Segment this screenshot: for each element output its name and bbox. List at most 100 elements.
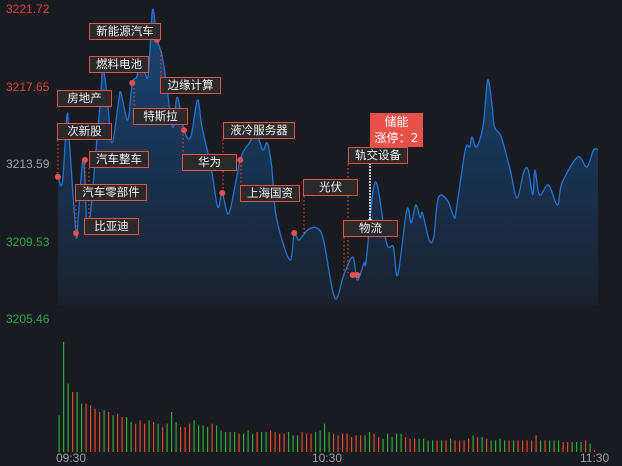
volume-bar — [477, 437, 479, 452]
annotation-tag[interactable]: 新能源汽车 — [89, 23, 161, 40]
volume-bar — [81, 403, 83, 452]
volume-bar — [373, 433, 375, 452]
volume-bar — [130, 422, 132, 452]
volume-bar — [189, 423, 191, 452]
volume-bar — [184, 427, 186, 452]
annotation-tag[interactable]: 华为 — [182, 154, 237, 171]
volume-bar — [441, 440, 443, 452]
annotation-tag[interactable]: 燃料电池 — [89, 56, 149, 73]
volume-bar — [243, 433, 245, 452]
volume-bar — [216, 425, 218, 452]
volume-bar — [418, 438, 420, 452]
volume-bar — [315, 432, 317, 452]
volume-bar — [67, 383, 69, 452]
annotation-point[interactable] — [181, 127, 187, 134]
annotation-point[interactable] — [291, 229, 298, 236]
volume-bar — [432, 440, 434, 452]
volume-bar — [459, 440, 461, 452]
annotation-tag[interactable]: 轨交设备 — [348, 147, 408, 164]
volume-bar — [301, 432, 303, 452]
volume-bar — [463, 440, 465, 452]
volume-bar — [382, 438, 384, 452]
annotation-point[interactable] — [129, 80, 136, 87]
volume-bar — [121, 417, 123, 452]
volume-bar — [157, 423, 159, 452]
annotation-point[interactable] — [55, 173, 61, 180]
annotation-point[interactable] — [73, 229, 79, 236]
highlight-annotation[interactable]: 储能 涨停：2 — [370, 113, 423, 147]
volume-bar — [162, 427, 164, 452]
volume-bar — [346, 433, 348, 452]
volume-bar — [508, 440, 510, 452]
annotation-point[interactable] — [237, 156, 244, 163]
annotation-tag[interactable]: 汽车零部件 — [75, 184, 147, 201]
volume-bar — [279, 433, 281, 452]
annotation-tag[interactable]: 边缘计算 — [160, 77, 221, 94]
volume-bar — [171, 412, 173, 452]
volume-bar — [274, 432, 276, 452]
y-tick-label: 3217.65 — [6, 80, 50, 94]
volume-bar — [319, 430, 321, 452]
annotation-tag[interactable]: 次新股 — [57, 123, 112, 140]
highlight-label: 储能 — [384, 115, 409, 129]
volume-bar — [247, 430, 249, 452]
volume-bar — [211, 423, 213, 452]
volume-bar — [99, 412, 101, 452]
volume-bar — [589, 443, 591, 452]
annotation-tag[interactable]: 汽车整车 — [89, 151, 149, 168]
volume-bar — [103, 410, 105, 452]
volume-bar — [225, 432, 227, 452]
volume-bar — [180, 427, 182, 452]
volume-bar — [139, 420, 141, 452]
volume-bar — [409, 438, 411, 452]
volume-bar — [117, 413, 119, 452]
annotation-point[interactable] — [354, 272, 361, 279]
volume-bar — [594, 450, 596, 452]
annotation-tag[interactable]: 上海国资 — [240, 185, 300, 202]
volume-bar — [324, 423, 326, 452]
volume-bar — [414, 438, 416, 452]
price-area — [58, 9, 598, 305]
volume-bar — [166, 423, 168, 452]
volume-bar — [495, 440, 497, 452]
volume-bar — [297, 435, 299, 452]
volume-bar — [112, 415, 114, 452]
volume-bar — [400, 433, 402, 452]
annotation-point[interactable] — [82, 156, 88, 163]
x-tick-label: 11:30 — [580, 451, 610, 465]
volume-bar — [72, 392, 74, 452]
volume-bar — [450, 438, 452, 452]
annotation-tag[interactable]: 房地产 — [57, 90, 112, 107]
volume-bar — [126, 417, 128, 452]
volume-bar — [513, 440, 515, 452]
annotation-point[interactable] — [219, 189, 226, 196]
volume-bar — [490, 440, 492, 452]
volume-bar — [220, 430, 222, 452]
volume-bar — [576, 442, 578, 452]
annotation-point[interactable] — [349, 272, 356, 279]
volume-bar — [90, 405, 92, 452]
volume-bar — [540, 440, 542, 452]
volume-bar — [567, 442, 569, 452]
volume-bar — [58, 415, 60, 452]
price-line — [57, 8, 599, 300]
volume-bar — [549, 440, 551, 452]
volume-bar — [436, 440, 438, 452]
volume-bar — [544, 440, 546, 452]
annotation-tag[interactable]: 特斯拉 — [133, 108, 188, 125]
volume-bar — [427, 440, 429, 452]
annotation-tag[interactable]: 比亚迪 — [84, 218, 139, 235]
volume-bar — [270, 430, 272, 452]
volume-bar — [292, 435, 294, 452]
volume-bar — [531, 440, 533, 452]
volume-bar — [571, 442, 573, 452]
volume-bar — [364, 435, 366, 452]
annotation-tag[interactable]: 光伏 — [303, 179, 358, 196]
volume-bar — [522, 440, 524, 452]
volume-bar — [468, 438, 470, 452]
annotation-tag[interactable]: 物流 — [343, 220, 398, 237]
annotation-tag[interactable]: 液冷服务器 — [223, 122, 295, 139]
volume-bar — [207, 427, 209, 452]
volume-bar — [310, 433, 312, 452]
